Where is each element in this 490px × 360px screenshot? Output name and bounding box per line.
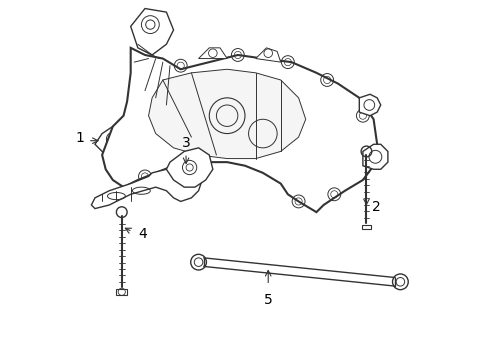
- Text: 5: 5: [264, 293, 272, 306]
- Polygon shape: [117, 289, 127, 295]
- Polygon shape: [256, 48, 281, 62]
- Text: 2: 2: [372, 200, 381, 214]
- Polygon shape: [359, 94, 381, 116]
- Polygon shape: [362, 225, 371, 229]
- Polygon shape: [102, 48, 377, 212]
- Polygon shape: [198, 48, 227, 59]
- Polygon shape: [95, 126, 134, 155]
- Polygon shape: [363, 144, 388, 169]
- Polygon shape: [167, 148, 213, 187]
- Polygon shape: [148, 69, 306, 158]
- Polygon shape: [131, 9, 173, 55]
- Polygon shape: [92, 166, 202, 208]
- Text: 4: 4: [138, 227, 147, 241]
- Text: 1: 1: [75, 131, 84, 145]
- Text: 3: 3: [182, 136, 191, 150]
